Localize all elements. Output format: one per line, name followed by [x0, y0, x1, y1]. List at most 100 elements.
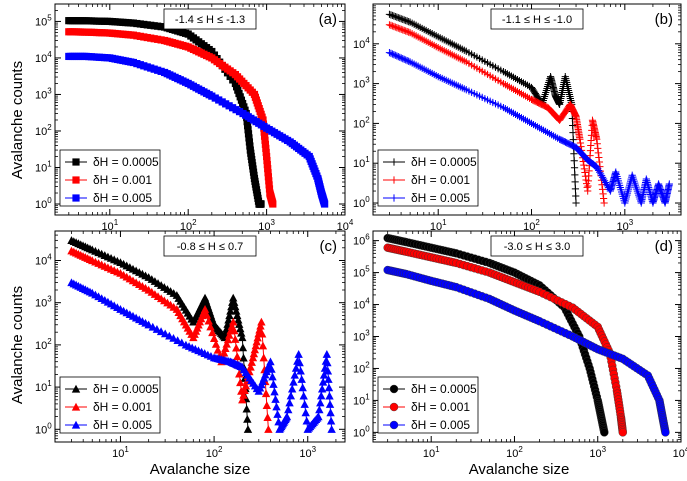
- x-tick-exponent: 1: [435, 445, 440, 454]
- y-tick-label: 103: [353, 329, 370, 344]
- y-tick-exponent: 4: [47, 50, 52, 59]
- x-tick-label: 103: [589, 445, 606, 460]
- h-range-box: [163, 8, 257, 30]
- data-point: [316, 398, 325, 407]
- x-tick-label: 103: [616, 218, 633, 233]
- data-point: [301, 408, 310, 417]
- data-point: [244, 126, 252, 134]
- data-point: [202, 310, 212, 319]
- data-point: [261, 389, 271, 398]
- data-point: [243, 118, 251, 126]
- y-tick-exponent: 1: [365, 155, 370, 164]
- legend-label: δH = 0.001: [411, 400, 470, 414]
- y-tick-base: 10: [35, 340, 47, 352]
- data-point: [599, 190, 607, 198]
- y-tick-label: 103: [35, 295, 52, 310]
- data-point: [396, 53, 404, 61]
- y-tick-base: 10: [35, 16, 47, 28]
- data-point: [297, 375, 306, 383]
- legend-marker: [71, 402, 81, 411]
- data-point: [230, 298, 239, 306]
- data-point: [318, 377, 328, 386]
- x-tick-label: 101: [423, 445, 440, 460]
- y-tick-base: 10: [353, 79, 365, 91]
- data-point: [294, 350, 303, 358]
- legend-marker: [72, 194, 80, 202]
- data-point: [232, 343, 241, 352]
- legend-marker: [71, 384, 81, 393]
- data-point: [271, 395, 280, 403]
- data-point: [213, 345, 223, 354]
- data-point: [245, 138, 254, 146]
- data-point: [257, 317, 266, 326]
- y-tick-exponent: 4: [365, 36, 370, 45]
- data-point: [287, 384, 297, 393]
- legend-label: δH = 0.005: [411, 418, 470, 432]
- data-point: [385, 21, 394, 29]
- data-point: [403, 57, 411, 65]
- data-point: [264, 165, 272, 173]
- data-point: [393, 52, 401, 60]
- data-point: [285, 398, 294, 407]
- data-point: [233, 352, 242, 361]
- y-axis-label-top: Avalanche counts: [9, 61, 26, 179]
- x-tick-base: 10: [616, 221, 628, 233]
- x-tick-label: 101: [112, 445, 129, 460]
- data-point: [226, 306, 235, 315]
- y-tick-label: 100: [353, 424, 370, 439]
- data-point: [253, 333, 262, 342]
- data-point: [268, 372, 277, 381]
- series-group: [383, 233, 670, 437]
- data-point: [299, 391, 308, 400]
- data-point: [242, 404, 251, 413]
- data-point: [229, 293, 238, 302]
- data-point: [387, 21, 395, 29]
- data-point: [261, 132, 269, 140]
- series-group: [67, 236, 336, 433]
- y-tick-label: 102: [353, 360, 370, 375]
- data-point: [570, 157, 578, 165]
- data-point: [233, 311, 242, 320]
- y-tick-label: 101: [35, 379, 52, 394]
- legend-label: δH = 0.0005: [411, 382, 477, 396]
- x-tick-label: 104: [673, 445, 687, 460]
- y-tick-exponent: 4: [365, 297, 370, 306]
- data-point: [237, 328, 246, 337]
- data-point: [388, 50, 396, 58]
- x-tick-base: 10: [430, 221, 442, 233]
- data-point: [144, 320, 153, 329]
- data-point: [243, 425, 253, 433]
- data-point: [251, 341, 260, 350]
- x-tick-base: 10: [206, 448, 218, 460]
- x-tick-exponent: 2: [192, 218, 197, 227]
- data-point: [173, 336, 182, 345]
- legend-marker: [389, 420, 399, 430]
- panel-letter: (d): [655, 238, 673, 255]
- data-point: [624, 187, 632, 195]
- data-point: [225, 330, 234, 339]
- x-tick-base: 10: [506, 448, 518, 460]
- data-point: [397, 25, 405, 33]
- data-point: [385, 49, 394, 57]
- data-point: [258, 341, 268, 350]
- legend: δH = 0.0005 δH = 0.001 δH = 0.005: [377, 376, 479, 434]
- data-point: [391, 51, 399, 59]
- x-tick-base: 10: [112, 448, 124, 460]
- data-point: [623, 189, 632, 197]
- data-point: [580, 161, 588, 169]
- data-point: [241, 381, 251, 390]
- data-point: [263, 161, 271, 169]
- x-tick-base: 10: [673, 448, 685, 460]
- data-point: [540, 92, 549, 101]
- data-point: [208, 328, 217, 337]
- data-point: [580, 165, 588, 173]
- data-point: [400, 16, 408, 24]
- data-point: [261, 140, 270, 148]
- data-point: [290, 370, 299, 379]
- h-range-label: -1.1 ≤ H ≤ -1.0: [502, 14, 572, 26]
- data-point: [238, 333, 247, 342]
- panel-d: 101102103104100101102103104105106-3.0 ≤ …: [353, 230, 687, 460]
